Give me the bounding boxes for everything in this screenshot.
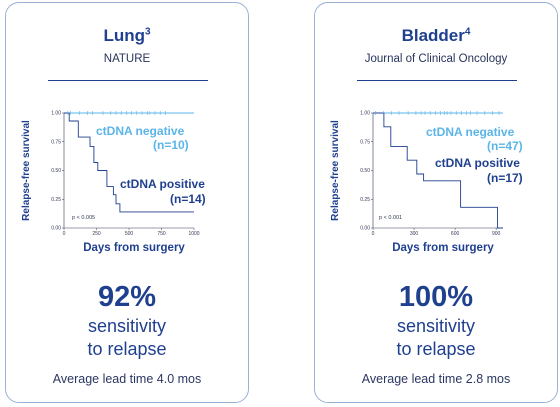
y-tick-label: 0.00: [51, 226, 61, 232]
reference-superscript: 3: [144, 26, 151, 38]
sensitivity-value: 92%: [97, 281, 157, 313]
negative-legend-label: ctDNA negative: [96, 124, 185, 138]
journal-name: NATURE: [103, 53, 151, 65]
y-tick-label: 0.25: [51, 197, 61, 203]
sensitivity-value: 100%: [398, 281, 474, 313]
sensitivity-line-1: sensitivity: [87, 316, 167, 336]
x-tick-label: 0: [63, 231, 66, 237]
x-tick-label: 1000: [188, 231, 199, 237]
card-title: Lung3: [103, 26, 151, 45]
positive-legend-label: ctDNA positive: [120, 177, 205, 191]
positive-count-label: (n=14): [170, 192, 206, 206]
y-tick-label: 0.75: [360, 139, 370, 145]
sensitivity-line-2: to relapse: [87, 339, 167, 359]
negative-count-label: (n=47): [487, 139, 523, 153]
negative-legend-label: ctDNA negative: [426, 125, 515, 139]
lung-card: Lung3 NATURE 0.00 0.25 0.50 0.75 1.00 0 250 500…: [5, 2, 249, 403]
x-tick-label: 500: [125, 231, 134, 237]
positive-count-label: (n=17): [487, 171, 523, 185]
negative-count-label: (n=10): [153, 138, 189, 152]
y-axis-label: Relapse-free survival: [21, 120, 32, 221]
survival-chart: 0.00 0.25 0.50 0.75 1.00 0 300 600 900 Relapse-fr…: [330, 111, 523, 254]
lead-time: Average lead time 2.8 mos: [361, 372, 511, 386]
divider: [357, 80, 517, 81]
card-title: Bladder4: [401, 26, 471, 45]
y-tick-label: 0.00: [360, 226, 370, 232]
p-value-label: p < 0.005: [72, 215, 95, 221]
x-tick-label: 900: [492, 231, 501, 237]
x-tick-label: 0: [372, 231, 375, 237]
sensitivity-line-1: sensitivity: [396, 316, 476, 336]
sensitivity-line-2: to relapse: [396, 339, 476, 359]
y-axis-label: Relapse-free survival: [330, 120, 341, 221]
bladder-card: Bladder4 Journal of Clinical Oncology 0.…: [314, 2, 558, 403]
p-value-label: p < 0.001: [379, 215, 402, 221]
y-tick-label: 0.75: [51, 139, 61, 145]
x-tick-label: 250: [92, 231, 101, 237]
journal-name: Journal of Clinical Oncology: [364, 53, 508, 65]
reference-superscript: 4: [464, 26, 471, 38]
sensitivity-description: sensitivity to relapse: [315, 315, 557, 361]
positive-survival-curve: [64, 112, 194, 213]
y-tick-label: 0.50: [51, 168, 61, 174]
x-tick-label: 300: [410, 231, 419, 237]
divider: [48, 80, 208, 81]
lead-time: Average lead time 4.0 mos: [52, 372, 202, 386]
x-tick-label: 600: [451, 231, 460, 237]
y-tick-label: 0.50: [360, 168, 370, 174]
x-axis-label: Days from surgery: [83, 242, 185, 254]
positive-legend-label: ctDNA positive: [435, 156, 520, 170]
survival-chart: 0.00 0.25 0.50 0.75 1.00 0 250 500 750 1000 Relaps…: [21, 111, 206, 254]
survival-plot: 0.00 0.25 0.50 0.75 1.00 0 300 600 900 Relapse-fr…: [329, 91, 553, 263]
y-tick-label: 1.00: [51, 111, 61, 117]
x-tick-label: 750: [157, 231, 166, 237]
y-tick-label: 1.00: [360, 111, 370, 117]
sensitivity-description: sensitivity to relapse: [6, 315, 248, 361]
positive-survival-curve: [373, 112, 503, 229]
x-axis-label: Days from surgery: [392, 242, 494, 254]
survival-plot: 0.00 0.25 0.50 0.75 1.00 0 250 500 750 1000 Relaps…: [20, 91, 244, 263]
y-tick-label: 0.25: [360, 197, 370, 203]
